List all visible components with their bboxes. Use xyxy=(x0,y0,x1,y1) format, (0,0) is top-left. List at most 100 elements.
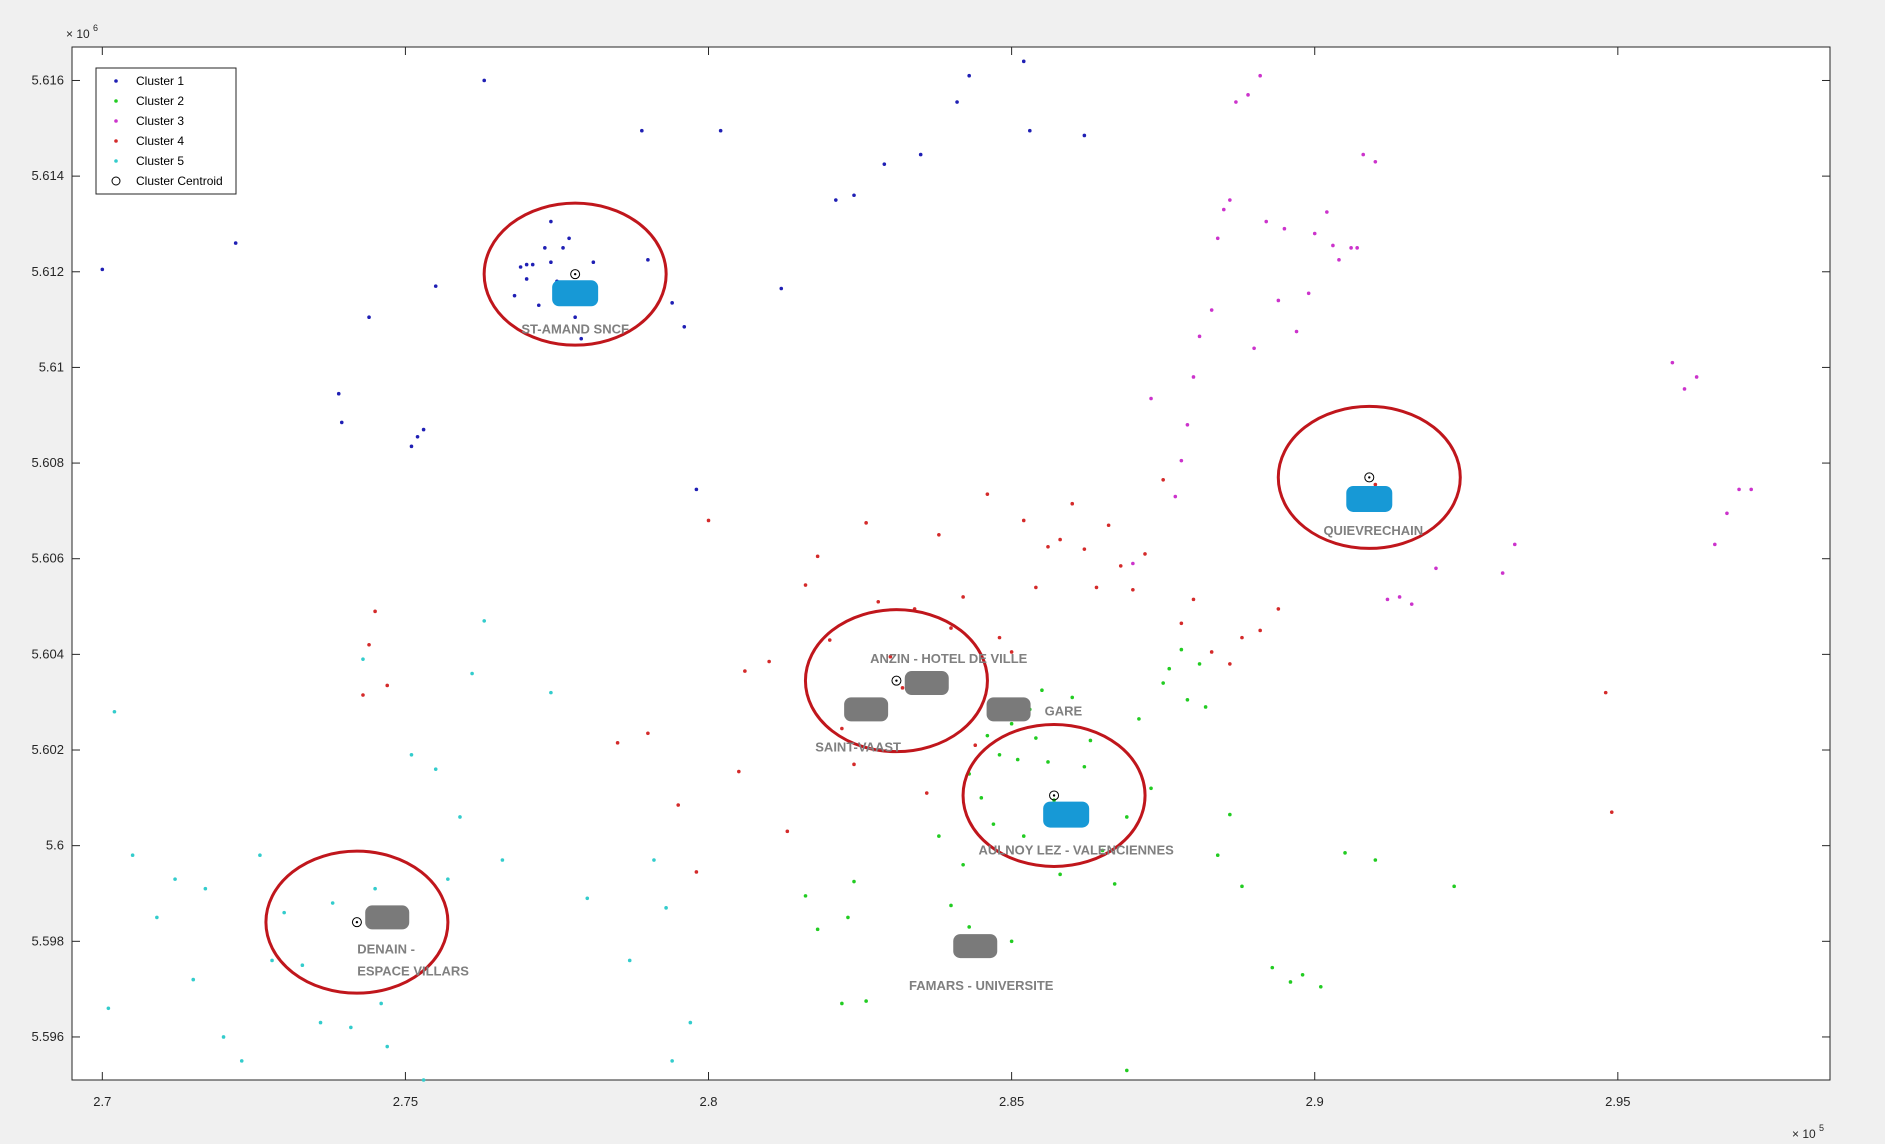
x-tick-label: 2.75 xyxy=(393,1094,418,1109)
cluster5-point xyxy=(409,752,414,757)
cluster5-point xyxy=(330,901,335,905)
x-exponent-power: 5 xyxy=(1819,1123,1824,1133)
cluster4-point xyxy=(973,743,978,748)
cluster3-point xyxy=(1409,602,1414,606)
cluster3-point xyxy=(1500,571,1505,575)
cluster2-point xyxy=(997,752,1002,757)
cluster3-point xyxy=(1682,387,1687,391)
cluster1-point xyxy=(482,78,487,83)
plot-area xyxy=(71,46,1831,1081)
legend-marker-cluster5 xyxy=(114,159,118,163)
centroid-marker xyxy=(1049,790,1060,801)
y-exponent-power: 6 xyxy=(93,23,98,33)
cluster3-point xyxy=(1246,93,1250,97)
cluster3-point xyxy=(1149,396,1153,401)
cluster1-point xyxy=(967,73,971,78)
cluster3-point xyxy=(1512,542,1517,547)
cluster5-point xyxy=(112,709,117,714)
cluster3-point xyxy=(1294,329,1299,334)
legend: Cluster 1 Cluster 2 Cluster 3 Cluster 4 … xyxy=(95,67,237,195)
centroid-dot xyxy=(1052,794,1056,797)
y-tick-labels: 5.596 5.598 5.6 5.602 5.604 5.606 5.608 5.61 5.6… xyxy=(31,72,64,1043)
cluster5-point xyxy=(585,896,590,901)
cluster2-point xyxy=(1088,738,1093,743)
cluster3-point xyxy=(1221,207,1226,212)
cluster4-point xyxy=(1258,628,1262,633)
cluster2-point xyxy=(840,1001,844,1006)
cluster2-point xyxy=(1270,965,1275,970)
station-label: ST-AMAND SNCF xyxy=(521,321,629,336)
cluster3-point xyxy=(1355,246,1359,250)
cluster3-point xyxy=(1173,494,1178,499)
cluster3-point xyxy=(1349,246,1353,250)
cluster1-point xyxy=(530,262,535,267)
cluster2-point xyxy=(1125,815,1129,819)
highlight-ring xyxy=(1276,404,1462,550)
cluster3-point xyxy=(1258,73,1262,78)
cluster4-point xyxy=(1143,552,1147,556)
cluster3-point xyxy=(1228,198,1232,202)
highlight-ring xyxy=(803,608,989,754)
cluster1-point xyxy=(1028,128,1032,133)
y-tick-label: 5.6 xyxy=(46,838,64,853)
cluster4-point xyxy=(676,803,681,807)
station-label: ANZIN - HOTEL DE VILLE xyxy=(870,651,1028,666)
cluster2-point xyxy=(1343,851,1347,855)
legend-label-cluster5: Cluster 5 xyxy=(136,154,184,168)
station-marker-grey xyxy=(844,697,889,722)
cluster1-point xyxy=(779,286,784,291)
centroid-dot xyxy=(355,920,359,924)
cluster4-point xyxy=(1070,501,1075,506)
highlight-ring xyxy=(264,849,450,995)
cluster2-point xyxy=(1318,984,1323,989)
centroid-markers xyxy=(351,269,1375,928)
cluster1-point xyxy=(512,293,517,298)
cluster2-point xyxy=(1125,1068,1129,1073)
cluster4-point xyxy=(1118,564,1123,568)
cluster2-point xyxy=(803,894,808,898)
centroid-marker xyxy=(570,269,581,280)
cluster4-point xyxy=(949,626,953,630)
data-points xyxy=(100,59,1753,1082)
axis-ticks xyxy=(72,47,1830,1080)
cluster2-point xyxy=(1228,812,1232,817)
cluster2-point xyxy=(1167,666,1172,671)
cluster1-point xyxy=(543,246,547,250)
cluster2-point xyxy=(1034,736,1038,740)
cluster4-point xyxy=(1276,607,1281,611)
cluster3-point xyxy=(1337,258,1341,262)
x-tick-label: 2.7 xyxy=(93,1094,111,1109)
x-exponent-base: × 10 xyxy=(1792,1127,1816,1141)
cluster3-point xyxy=(1670,360,1675,365)
centroid-marker xyxy=(351,917,362,928)
cluster2-point xyxy=(991,822,996,826)
cluster1-point xyxy=(524,262,529,267)
legend-marker-cluster4 xyxy=(114,139,118,143)
cluster4-point xyxy=(1058,537,1062,542)
cluster5-point xyxy=(300,963,305,968)
cluster5-point xyxy=(549,690,553,695)
cluster1-point xyxy=(518,265,523,269)
cluster4-point xyxy=(1046,544,1050,549)
cluster2-point xyxy=(1009,721,1014,726)
y-tick-label: 5.598 xyxy=(31,933,64,948)
cluster3-point xyxy=(1385,597,1390,602)
cluster5-point xyxy=(421,1078,426,1082)
cluster1-point xyxy=(339,420,344,425)
cluster2-point xyxy=(1240,884,1244,889)
cluster3-point xyxy=(1397,595,1402,599)
station-marker-blue xyxy=(1043,801,1090,828)
cluster3-point xyxy=(1179,458,1184,463)
cluster1-point xyxy=(549,260,553,265)
cluster2-point xyxy=(967,925,971,929)
cluster5-point xyxy=(652,858,656,862)
cluster4-point xyxy=(827,638,832,642)
cluster1-point xyxy=(718,128,723,133)
cluster2-point xyxy=(961,862,965,867)
cluster1-point xyxy=(579,336,584,341)
cluster1-point xyxy=(100,267,105,272)
cluster3-point xyxy=(1215,236,1220,241)
cluster2-point xyxy=(1197,662,1202,666)
cluster5-point xyxy=(270,958,274,963)
cluster5-point xyxy=(130,853,135,858)
